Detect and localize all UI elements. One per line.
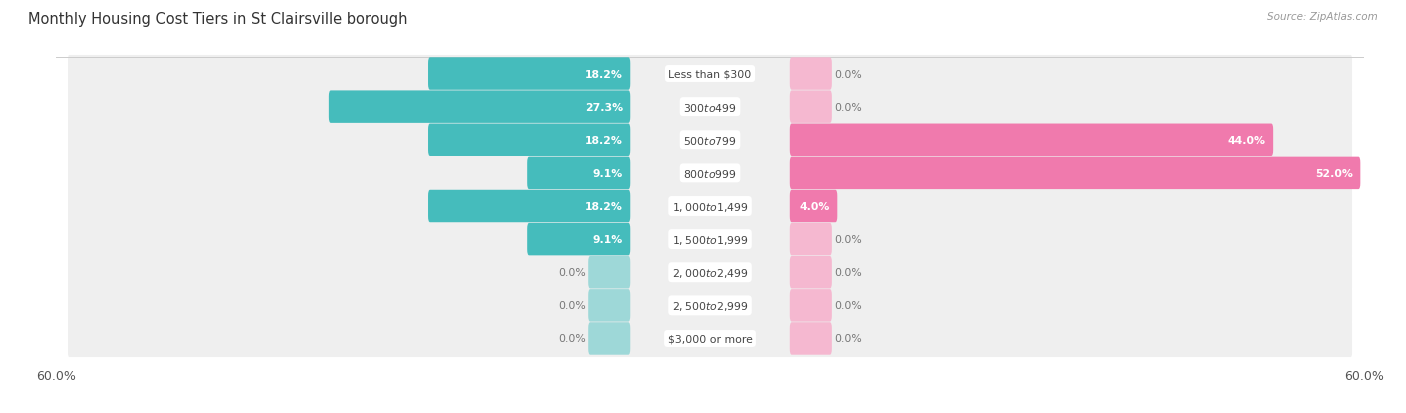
Text: 44.0%: 44.0% — [1227, 135, 1265, 145]
Text: $800 to $999: $800 to $999 — [683, 168, 737, 179]
Text: 0.0%: 0.0% — [834, 69, 862, 79]
Text: Source: ZipAtlas.com: Source: ZipAtlas.com — [1267, 12, 1378, 22]
FancyBboxPatch shape — [427, 58, 630, 90]
FancyBboxPatch shape — [67, 89, 1353, 126]
Text: 18.2%: 18.2% — [585, 202, 623, 211]
Text: 0.0%: 0.0% — [834, 268, 862, 278]
FancyBboxPatch shape — [790, 190, 838, 223]
FancyBboxPatch shape — [427, 124, 630, 157]
Text: 18.2%: 18.2% — [585, 69, 623, 79]
FancyBboxPatch shape — [67, 320, 1353, 357]
Text: $1,000 to $1,499: $1,000 to $1,499 — [672, 200, 748, 213]
FancyBboxPatch shape — [790, 91, 832, 123]
FancyBboxPatch shape — [67, 287, 1353, 324]
FancyBboxPatch shape — [527, 157, 630, 190]
FancyBboxPatch shape — [790, 58, 832, 90]
Text: 0.0%: 0.0% — [558, 268, 586, 278]
Text: 0.0%: 0.0% — [834, 301, 862, 311]
FancyBboxPatch shape — [67, 155, 1353, 192]
Text: 0.0%: 0.0% — [834, 235, 862, 244]
FancyBboxPatch shape — [790, 256, 832, 289]
Text: 18.2%: 18.2% — [585, 135, 623, 145]
FancyBboxPatch shape — [427, 190, 630, 223]
Text: 0.0%: 0.0% — [558, 334, 586, 344]
Text: 0.0%: 0.0% — [834, 334, 862, 344]
Text: $2,500 to $2,999: $2,500 to $2,999 — [672, 299, 748, 312]
Text: Monthly Housing Cost Tiers in St Clairsville borough: Monthly Housing Cost Tiers in St Clairsv… — [28, 12, 408, 27]
FancyBboxPatch shape — [67, 254, 1353, 291]
FancyBboxPatch shape — [67, 122, 1353, 159]
FancyBboxPatch shape — [790, 157, 1361, 190]
FancyBboxPatch shape — [67, 56, 1353, 93]
FancyBboxPatch shape — [790, 290, 832, 322]
FancyBboxPatch shape — [588, 323, 630, 355]
Text: Less than $300: Less than $300 — [668, 69, 752, 79]
FancyBboxPatch shape — [790, 223, 832, 256]
FancyBboxPatch shape — [67, 188, 1353, 225]
Text: 0.0%: 0.0% — [834, 102, 862, 112]
FancyBboxPatch shape — [790, 323, 832, 355]
Text: 52.0%: 52.0% — [1315, 169, 1353, 178]
FancyBboxPatch shape — [527, 223, 630, 256]
Text: 0.0%: 0.0% — [558, 301, 586, 311]
FancyBboxPatch shape — [588, 256, 630, 289]
FancyBboxPatch shape — [329, 91, 630, 123]
Text: 27.3%: 27.3% — [585, 102, 623, 112]
Text: $3,000 or more: $3,000 or more — [668, 334, 752, 344]
Text: 9.1%: 9.1% — [592, 235, 623, 244]
FancyBboxPatch shape — [67, 221, 1353, 258]
Text: $2,000 to $2,499: $2,000 to $2,499 — [672, 266, 748, 279]
Text: $300 to $499: $300 to $499 — [683, 102, 737, 113]
FancyBboxPatch shape — [588, 290, 630, 322]
Text: 4.0%: 4.0% — [800, 202, 830, 211]
Text: $1,500 to $1,999: $1,500 to $1,999 — [672, 233, 748, 246]
Text: 9.1%: 9.1% — [592, 169, 623, 178]
Text: $500 to $799: $500 to $799 — [683, 135, 737, 146]
FancyBboxPatch shape — [790, 124, 1274, 157]
